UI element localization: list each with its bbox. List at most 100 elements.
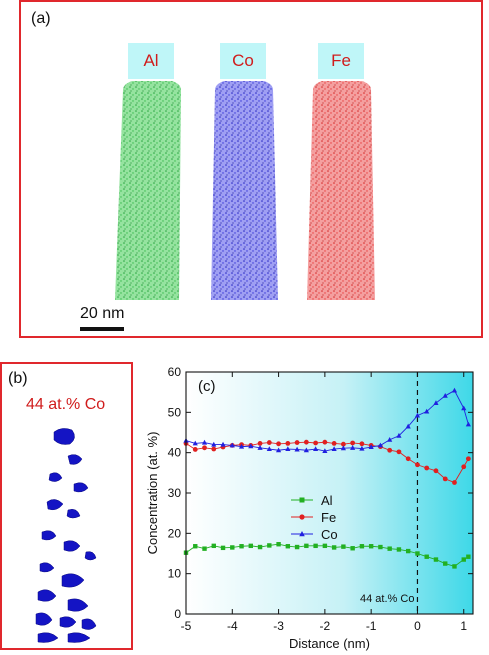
point-fe — [285, 440, 291, 446]
point-fe — [202, 445, 207, 451]
point-fe — [424, 465, 430, 471]
point-al — [378, 544, 383, 550]
point-al — [452, 564, 457, 569]
co-isosurface — [35, 428, 97, 643]
point-fe — [350, 440, 356, 446]
point-al — [322, 543, 328, 549]
point-al — [276, 542, 281, 547]
legend-label-co: Co — [321, 527, 338, 542]
point-co — [257, 445, 263, 450]
point-co — [275, 447, 282, 453]
y-tick-label: 20 — [168, 526, 182, 540]
al-label-box: Al — [128, 43, 174, 79]
y-tick-label: 50 — [168, 405, 182, 419]
x-tick-label: -5 — [181, 619, 192, 633]
legend-marker-co — [299, 531, 305, 537]
point-al — [368, 544, 374, 549]
fe-atom-map — [307, 81, 375, 300]
point-co — [192, 440, 198, 446]
point-al — [350, 546, 355, 551]
point-al — [443, 561, 448, 566]
point-co — [461, 405, 467, 411]
point-fe — [396, 449, 402, 455]
y-tick-label: 40 — [168, 446, 182, 460]
point-al — [313, 543, 318, 549]
point-al — [202, 546, 207, 551]
point-al — [257, 544, 263, 550]
point-al — [267, 543, 272, 548]
point-fe — [303, 439, 309, 445]
point-co — [229, 442, 235, 448]
point-co — [331, 446, 337, 452]
point-al — [466, 554, 471, 559]
point-co — [294, 446, 300, 452]
legend-label-fe: Fe — [321, 510, 336, 525]
point-fe — [433, 468, 439, 474]
point-fe — [387, 447, 393, 453]
point-co — [424, 408, 430, 414]
point-fe — [465, 456, 471, 462]
point-co — [451, 387, 458, 393]
al-atom-map — [115, 81, 181, 300]
point-co — [396, 432, 402, 438]
point-fe — [405, 456, 411, 462]
point-al — [331, 545, 337, 550]
point-fe — [340, 441, 346, 447]
point-al — [341, 544, 346, 549]
point-fe — [452, 480, 457, 485]
point-co — [377, 442, 384, 448]
y-axis-label: Concentration (at. %) — [145, 432, 160, 555]
point-al — [424, 554, 429, 559]
y-tick-label: 10 — [168, 567, 182, 581]
scale-bar — [80, 327, 124, 331]
legend-marker-al — [299, 497, 305, 503]
point-al — [230, 545, 235, 550]
x-tick-label: -3 — [273, 619, 284, 633]
point-co — [238, 443, 245, 449]
panel-a-label: (a) — [31, 10, 51, 27]
point-fe — [415, 462, 420, 468]
co-label: Co — [232, 51, 254, 70]
point-al — [248, 543, 254, 549]
series-al — [183, 542, 471, 569]
point-al — [387, 546, 392, 551]
point-fe — [331, 440, 337, 446]
point-co — [211, 441, 217, 447]
co-atom-map — [211, 81, 278, 300]
point-co — [340, 445, 346, 451]
panel-b: (b) 44 at.% Co — [0, 362, 133, 650]
x-tick-label: -2 — [320, 619, 331, 633]
legend-marker-fe — [299, 514, 305, 520]
co-label-box: Co — [220, 43, 266, 79]
point-fe — [266, 440, 272, 445]
point-fe — [276, 441, 281, 447]
panel-b-label: (b) — [8, 370, 28, 387]
point-co — [313, 446, 319, 452]
point-co — [465, 421, 471, 427]
point-al — [405, 548, 411, 554]
panel-a: (a) Al Co Fe — [19, 0, 483, 338]
panel-b-title: 44 at.% Co — [26, 396, 106, 413]
point-al — [193, 544, 198, 549]
point-fe — [442, 476, 448, 482]
point-fe — [313, 440, 319, 446]
scale-bar-label: 20 nm — [80, 305, 125, 322]
panel-c-label: (c) — [198, 378, 216, 395]
x-tick-label: 1 — [460, 619, 467, 633]
point-co — [266, 446, 272, 452]
point-al — [415, 551, 420, 556]
x-tick-label: 0 — [414, 619, 421, 633]
point-al — [461, 557, 466, 562]
point-fe — [211, 446, 217, 452]
atom-maps — [80, 81, 375, 331]
series-co — [183, 387, 471, 454]
point-al — [220, 545, 226, 551]
point-al — [304, 543, 309, 549]
x-tick-label: -4 — [227, 619, 238, 633]
point-al — [211, 543, 216, 549]
point-co — [405, 423, 411, 429]
point-al — [239, 544, 244, 549]
point-co — [201, 439, 208, 445]
point-co — [350, 445, 356, 450]
point-fe — [192, 447, 198, 452]
